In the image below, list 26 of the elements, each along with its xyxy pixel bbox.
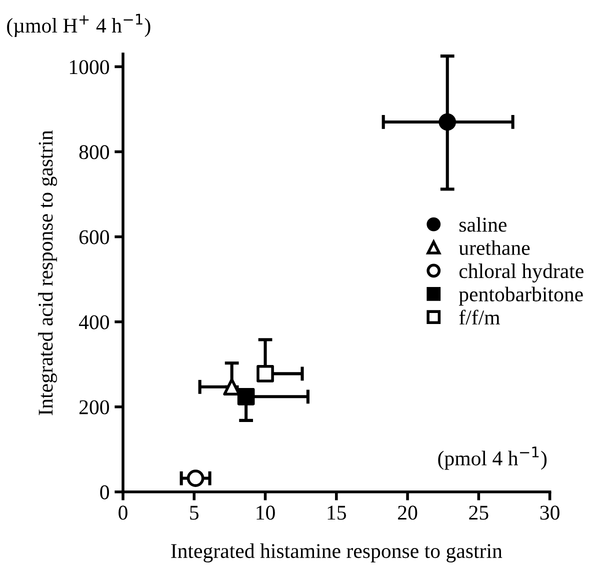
x-tick-label: 20 [398, 506, 418, 520]
point [256, 365, 274, 382]
x-tick-label: 10 [256, 506, 275, 520]
legend-label: chloral hydrate [459, 264, 584, 282]
point [438, 113, 456, 131]
y-tick-label: 600 [79, 230, 110, 244]
y-axis-title: Integrated acid response to gastrin [38, 130, 58, 416]
y-tick-label: 800 [79, 145, 110, 160]
y-tick-label: 1000 [70, 60, 110, 74]
legend-label: urethane [458, 240, 530, 255]
annotation: (pmol 4 h$^{−1}$) [438, 446, 547, 470]
text: (µmol H$^{+}$ 4 h$^{−1}$) [7, 14, 150, 37]
x-tick-label: 30 [540, 506, 560, 520]
legend-label: f/f/m [459, 310, 500, 325]
x-tick-label: 5 [190, 506, 199, 520]
x-axis-title: Integrated histamine response to gastrin [171, 543, 502, 562]
point [237, 388, 255, 406]
legend-label: saline [459, 217, 507, 232]
y-tick-label: 200 [79, 400, 110, 414]
legend-label: pentobarbitone [458, 286, 583, 306]
y-tick-label: 400 [78, 315, 110, 330]
y-tick-label: 0 [100, 485, 110, 500]
point [186, 470, 204, 487]
x-tick-label: 0 [118, 506, 128, 520]
x-tick-label: 15 [328, 506, 346, 520]
x-tick-label: 25 [469, 506, 488, 520]
